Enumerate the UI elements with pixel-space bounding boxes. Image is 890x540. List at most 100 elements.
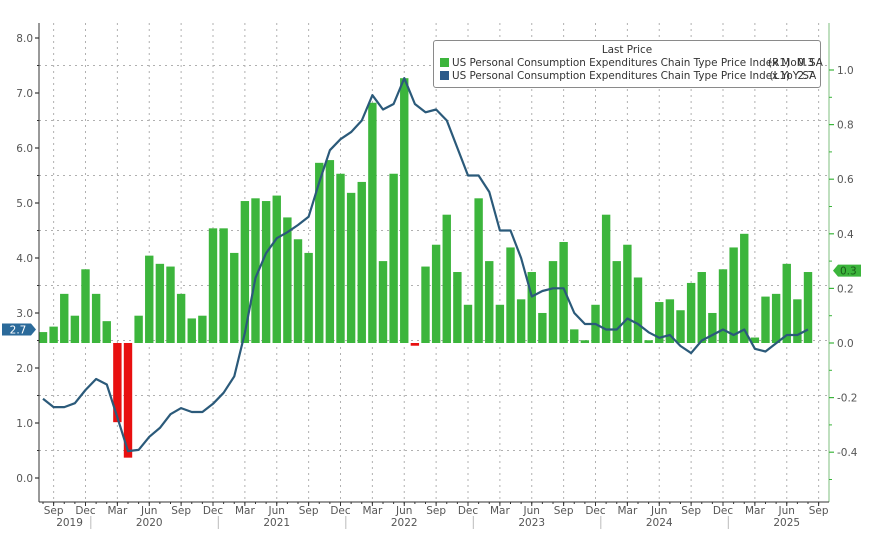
right-tick-label: -0.2 [837, 393, 858, 405]
mom-bar [655, 302, 664, 343]
mom-bar [633, 277, 643, 343]
legend-axis-mom: (R1) [768, 57, 790, 69]
mom-bar [431, 244, 441, 343]
x-year-label: 2025 [773, 517, 800, 529]
left-tick-label: 2.0 [16, 363, 33, 375]
mom-bar [123, 343, 133, 458]
mom-bar [793, 299, 802, 343]
right-tick-label: 0.4 [837, 229, 854, 241]
left-tick-label: 3.0 [16, 308, 33, 320]
mom-bar [559, 241, 568, 343]
x-month-label: Sep [554, 505, 574, 517]
mom-bar [665, 299, 675, 343]
mom-bar [442, 214, 451, 343]
legend-value-mom: 0.3 [797, 57, 814, 69]
right-tick-label: 0.8 [837, 120, 854, 132]
x-year-label: 2022 [391, 517, 418, 529]
mom-bar [102, 321, 111, 343]
mom-bar [803, 272, 813, 343]
mom-bar [251, 198, 260, 343]
x-month-label: Dec [458, 505, 479, 517]
legend: Last Price US Personal Consumption Expen… [433, 40, 823, 88]
mom-bar [516, 299, 526, 343]
mom-bar [155, 263, 165, 343]
left-tick-label: 6.0 [16, 143, 33, 155]
mom-bar [272, 195, 281, 343]
mom-bar [729, 247, 738, 343]
left-tick-label: 1.0 [16, 418, 33, 430]
mom-bar [208, 228, 218, 343]
mom-bar [60, 293, 69, 343]
mom-bar [400, 78, 409, 343]
mom-bar [453, 272, 462, 343]
mom-bar [612, 261, 621, 343]
right-tick-label: 0.0 [837, 338, 854, 350]
left-tick-label: 4.0 [16, 253, 33, 265]
left-last-value-tag [2, 323, 36, 336]
grid-lines [39, 23, 829, 502]
mom-bar [644, 340, 653, 343]
left-tick-label: 0.0 [16, 473, 33, 485]
mom-bar [240, 201, 250, 343]
mom-bar [357, 181, 366, 343]
yoy-line [42, 77, 809, 453]
x-month-label: Sep [681, 505, 701, 517]
x-month-label: Dec [203, 505, 224, 517]
mom-bar [134, 315, 143, 343]
mom-bar [336, 173, 345, 343]
x-month-label: Sep [44, 505, 64, 517]
tick-labels: 0.0 1.0 2.0 3.0 4.0 5.0 6.0 7.0 8.0 -0.4 -0.2 0.0 0.… [10, 33, 858, 529]
mom-bar [580, 340, 590, 343]
x-month-label: Sep [299, 505, 319, 517]
mom-bar [283, 217, 292, 343]
mom-bar [548, 261, 558, 343]
x-year-label: 2021 [263, 517, 290, 529]
mom-bar [718, 269, 728, 343]
mom-bar [623, 244, 632, 343]
mom-bar [474, 198, 483, 343]
mom-bar [38, 332, 48, 343]
mom-bar [485, 261, 494, 343]
mom-bar [346, 192, 356, 343]
mom-bar [676, 310, 685, 343]
x-month-label: Mar [745, 505, 765, 517]
mom-bar [740, 233, 749, 343]
x-month-label: Mar [107, 505, 127, 517]
right-tick-label: 0.2 [837, 283, 854, 295]
left-last-value-label: 2.7 [10, 325, 27, 337]
left-tick-label: 8.0 [16, 33, 33, 45]
legend-axis-yoy: (L1) [769, 70, 790, 82]
mom-bar [495, 304, 505, 343]
axes [2, 23, 861, 529]
legend-label-yoy: US Personal Consumption Expenditures Cha… [452, 70, 817, 82]
legend-label-mom: US Personal Consumption Expenditures Cha… [452, 57, 823, 69]
legend-entry-mom: US Personal Consumption Expenditures Cha… [440, 57, 823, 70]
mom-bar [601, 214, 611, 343]
mom-bar [368, 102, 377, 343]
left-tick-label: 5.0 [16, 198, 33, 210]
mom-bar [570, 329, 579, 343]
yoy-line-group [42, 77, 809, 453]
x-month-label: Mar [235, 505, 255, 517]
x-month-label: Mar [617, 505, 637, 517]
mom-bar [293, 239, 303, 343]
mom-bar [686, 282, 696, 343]
x-month-label: Jun [523, 505, 540, 517]
x-month-label: Dec [713, 505, 734, 517]
x-month-label: Jun [268, 505, 285, 517]
x-month-label: Sep [426, 505, 446, 517]
green-swatch-icon [440, 58, 449, 67]
mom-bar [771, 293, 781, 343]
mom-bar [304, 252, 313, 343]
right-last-value-label: 0.3 [840, 266, 857, 278]
mom-bar [538, 312, 547, 343]
x-year-label: 2023 [518, 517, 545, 529]
mom-bar [219, 228, 228, 343]
mom-bar [697, 272, 706, 343]
x-year-label: 2024 [646, 517, 673, 529]
mom-bar [750, 337, 760, 343]
mom-bar [187, 318, 196, 343]
x-month-label: Sep [809, 505, 829, 517]
x-month-label: Dec [75, 505, 96, 517]
mom-bar [176, 293, 186, 343]
